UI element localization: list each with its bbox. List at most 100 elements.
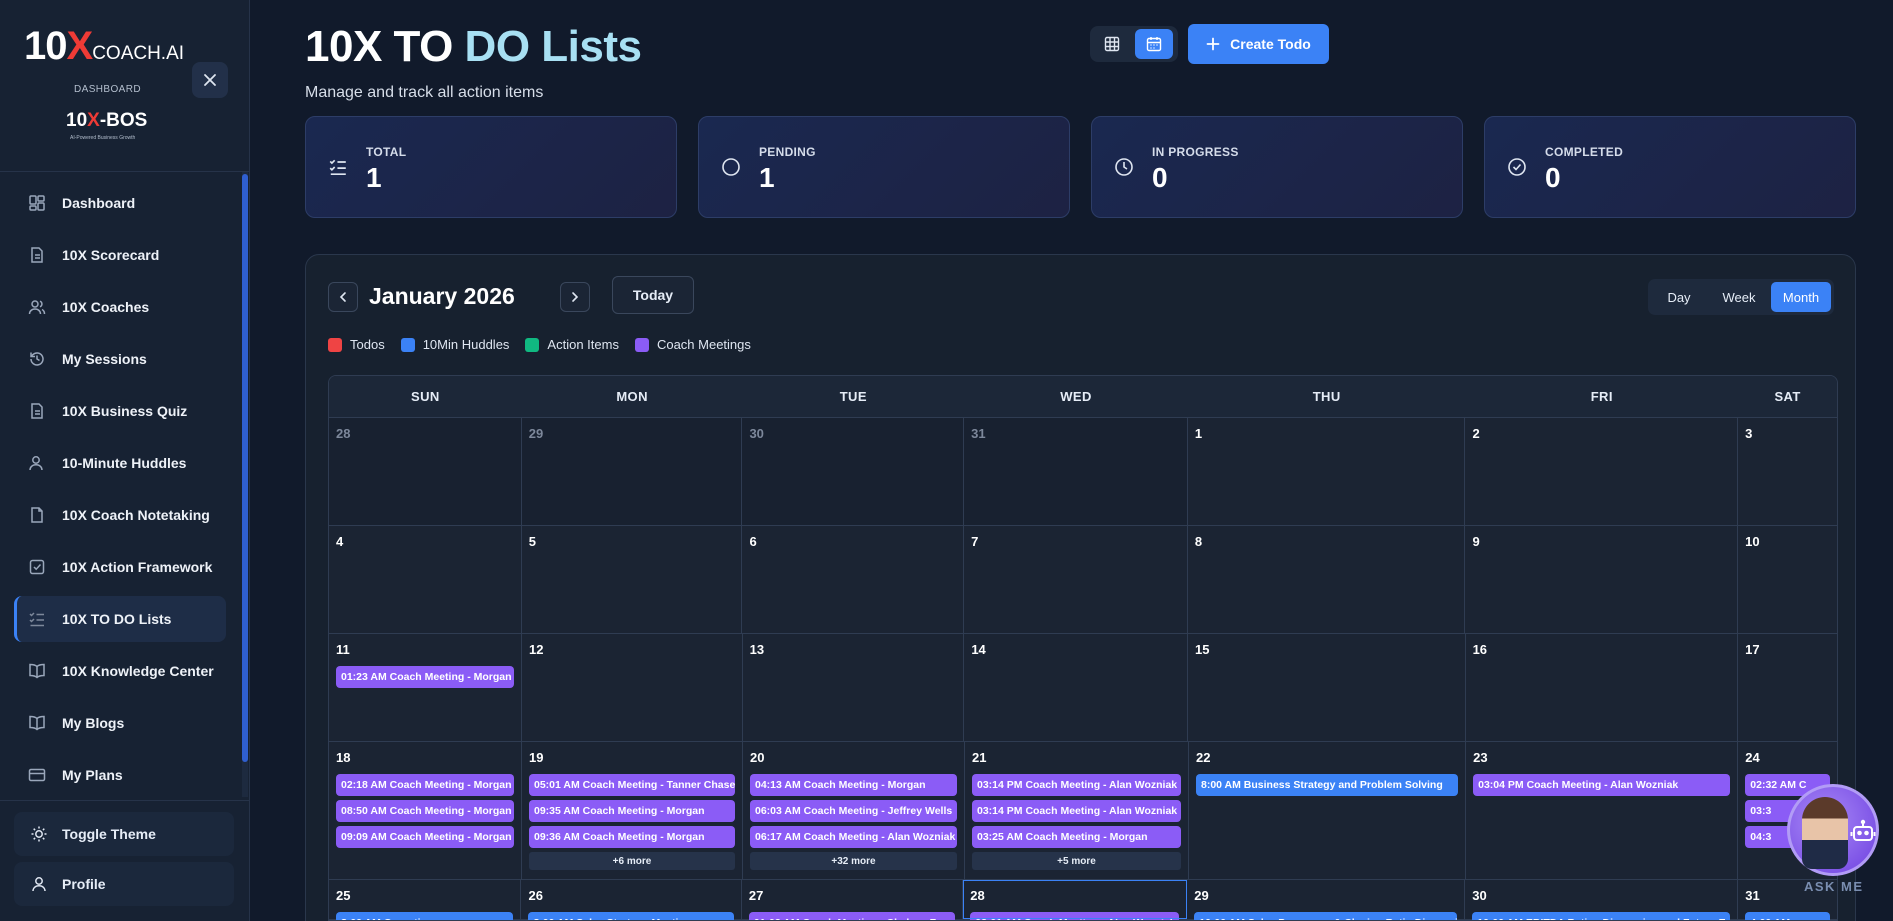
- calendar-day-cell[interactable]: 1: [1187, 418, 1466, 525]
- calendar-event[interactable]: 01:23 AM Coach Meeting - Morgan: [336, 666, 514, 688]
- range-month-button[interactable]: Month: [1771, 282, 1831, 312]
- calendar-day-cell[interactable]: 22 8:00 AM Business Strategy and Problem …: [1189, 742, 1467, 879]
- calendar-day-cell[interactable]: 5: [521, 526, 743, 633]
- calendar-day-cell[interactable]: 13: [742, 634, 965, 741]
- calendar-event[interactable]: 09:35 AM Coach Meeting - Morgan: [529, 800, 735, 822]
- calendar-event[interactable]: 01:03 AM Coach Meeting - Chelsea Fox: [748, 912, 956, 920]
- calendar-day-cell[interactable]: 28: [329, 418, 522, 525]
- calendar-day-cell[interactable]: 19 05:01 AM Coach Meeting - Tanner Chase 0…: [522, 742, 743, 879]
- calendar-day-cell[interactable]: 10: [1738, 526, 1837, 633]
- sidebar-item-knowledge-center[interactable]: 10X Knowledge Center: [14, 648, 226, 694]
- day-number: 8: [1194, 534, 1203, 549]
- calendar-event[interactable]: 03:14 PM Coach Meeting - Alan Wozniak: [972, 774, 1181, 796]
- bos-logo: 10X-BOS: [66, 110, 147, 132]
- calendar-event[interactable]: 8:00 AM Sales Strategy Meeting: [528, 912, 734, 920]
- calendar-day-cell[interactable]: 6: [742, 526, 965, 633]
- calendar-event[interactable]: 8:00 AM Business Strategy and Problem So…: [1196, 774, 1459, 796]
- calendar-day-cell[interactable]: 2: [1465, 418, 1739, 525]
- sidebar-item-action-framework[interactable]: 10X Action Framework: [14, 544, 226, 590]
- calendar-day-cell[interactable]: 12: [522, 634, 743, 741]
- profile-button[interactable]: Profile: [14, 862, 234, 906]
- calendar-event[interactable]: 02:18 AM Coach Meeting - Morgan: [336, 774, 514, 796]
- sidebar-item-business-quiz[interactable]: 10X Business Quiz: [14, 388, 226, 434]
- calendar-day-cell[interactable]: 29: [521, 418, 743, 525]
- grid-view-button[interactable]: [1093, 29, 1131, 59]
- calendar-event[interactable]: 09:09 AM Coach Meeting - Morgan: [336, 826, 514, 848]
- calendar-day-cell[interactable]: 30 10:00 AM EBITDA Ratios Discussion and …: [1465, 880, 1739, 920]
- range-week-button[interactable]: Week: [1722, 289, 1756, 305]
- calendar-event[interactable]: 8:00 AM Operations: [336, 912, 514, 920]
- legend-item: Action Items: [525, 337, 619, 352]
- range-day-button[interactable]: Day: [1667, 289, 1691, 305]
- calendar-day-cell[interactable]: 3: [1738, 418, 1837, 525]
- circle-icon: [722, 158, 740, 176]
- calendar-day-cell[interactable]: 31: [964, 418, 1188, 525]
- more-events-link[interactable]: +5 more: [972, 852, 1181, 870]
- sidebar-item-blogs[interactable]: My Blogs: [14, 700, 226, 746]
- month-title: January 2026: [369, 283, 515, 309]
- calendar-event[interactable]: 04:13 AM Coach Meeting - Morgan: [750, 774, 957, 796]
- calendar-event[interactable]: 4:00 AM: [1745, 912, 1830, 920]
- calendar-day-cell[interactable]: 26 8:00 AM Sales Strategy Meeting: [521, 880, 742, 920]
- calendar-day-cell[interactable]: 8: [1187, 526, 1466, 633]
- day-number: 31: [1745, 888, 1760, 903]
- assistant-avatar: [1802, 797, 1848, 869]
- calendar-day-cell[interactable]: 18 02:18 AM Coach Meeting - Morgan 08:50 A…: [329, 742, 522, 879]
- sidebar-item-coaches[interactable]: 10X Coaches: [14, 284, 226, 330]
- sidebar-item-scorecard[interactable]: 10X Scorecard: [14, 232, 226, 278]
- calendar-event[interactable]: 06:03 AM Coach Meeting - Jeffrey Wells: [750, 800, 957, 822]
- sidebar-item-plans[interactable]: My Plans: [14, 752, 226, 798]
- calendar-day-cell[interactable]: 15: [1187, 634, 1466, 741]
- create-todo-button[interactable]: Create Todo: [1188, 24, 1329, 64]
- calendar-event[interactable]: 10:00 AM Sales Processes & Closing Ratio…: [1194, 912, 1458, 920]
- calendar-day-cell[interactable]: 4: [329, 526, 522, 633]
- prev-month-button[interactable]: [328, 282, 358, 312]
- calendar-grid: SUN MON TUE WED THU FRI SAT 28 29 30 31 1 2 3 4 5 6 7 8 9 10…: [328, 375, 1838, 921]
- next-month-button[interactable]: [560, 282, 590, 312]
- calendar-day-cell[interactable]: 16: [1465, 634, 1739, 741]
- more-events-link[interactable]: +6 more: [529, 852, 735, 870]
- calendar-day-cell[interactable]: 21 03:14 PM Coach Meeting - Alan Wozniak 0…: [965, 742, 1189, 879]
- calendar-view-button[interactable]: [1135, 29, 1173, 59]
- calendar-event[interactable]: 09:36 AM Coach Meeting - Morgan: [529, 826, 735, 848]
- sidebar-item-dashboard[interactable]: Dashboard: [14, 180, 226, 226]
- calendar-day-cell[interactable]: 28 02:01 AM Coach Meeting - Alan Wozniak: [963, 880, 1188, 920]
- more-events-link[interactable]: +32 more: [750, 852, 957, 870]
- calendar-event[interactable]: 08:50 AM Coach Meeting - Morgan: [336, 800, 514, 822]
- calendar-event[interactable]: 05:01 AM Coach Meeting - Tanner Chase: [529, 774, 735, 796]
- calendar-day-cell[interactable]: 31 4:00 AM: [1738, 880, 1837, 920]
- toggle-theme-button[interactable]: Toggle Theme: [14, 812, 234, 856]
- calendar-day-cell[interactable]: 25 8:00 AM Operations: [329, 880, 522, 920]
- calendar-day-cell[interactable]: 23 03:04 PM Coach Meeting - Alan Wozniak: [1466, 742, 1739, 879]
- day-number: 31: [971, 426, 986, 441]
- sidebar-item-sessions[interactable]: My Sessions: [14, 336, 226, 382]
- day-number: 6: [749, 534, 757, 549]
- day-number: 9: [1472, 534, 1480, 549]
- legend-swatch: [328, 337, 342, 352]
- calendar-event[interactable]: 06:17 AM Coach Meeting - Alan Wozniak: [750, 826, 957, 848]
- calendar-day-cell[interactable]: 7: [964, 526, 1188, 633]
- sidebar-scrollbar[interactable]: [242, 172, 248, 797]
- calendar-day-cell[interactable]: 11 01:23 AM Coach Meeting - Morgan: [329, 634, 522, 741]
- calendar-day-cell[interactable]: 29 10:00 AM Sales Processes & Closing Rat…: [1187, 880, 1466, 920]
- calendar-event[interactable]: 02:01 AM Coach Meeting - Alan Wozniak: [970, 912, 1180, 920]
- sidebar-item-notetaking[interactable]: 10X Coach Notetaking: [14, 492, 226, 538]
- calendar-event[interactable]: 03:14 PM Coach Meeting - Alan Wozniak: [972, 800, 1181, 822]
- calendar-day-cell[interactable]: 27 01:03 AM Coach Meeting - Chelsea Fox: [741, 880, 964, 920]
- calendar-event[interactable]: 10:00 AM EBITDA Ratios Discussion and Fu…: [1472, 912, 1731, 920]
- calendar-event[interactable]: 03:25 AM Coach Meeting - Morgan: [972, 826, 1181, 848]
- calendar-day-cell[interactable]: 9: [1465, 526, 1739, 633]
- calendar-day-cell[interactable]: 17: [1738, 634, 1837, 741]
- sidebar-item-huddles[interactable]: 10-Minute Huddles: [14, 440, 226, 486]
- calendar-event[interactable]: 03:04 PM Coach Meeting - Alan Wozniak: [1473, 774, 1731, 796]
- close-sidebar-button[interactable]: [192, 62, 228, 98]
- calendar-day-cell[interactable]: 20 04:13 AM Coach Meeting - Morgan 06:03 A…: [743, 742, 965, 879]
- ask-me-assistant-button[interactable]: [1787, 784, 1879, 876]
- day-number: 11: [336, 642, 350, 657]
- calendar-day-cell[interactable]: 14: [964, 634, 1188, 741]
- sidebar-scroll-thumb[interactable]: [242, 174, 248, 762]
- today-button[interactable]: Today: [612, 276, 694, 314]
- calendar-day-cell[interactable]: 30: [742, 418, 965, 525]
- logo[interactable]: 10XCOACH.AI: [24, 24, 184, 69]
- sidebar-item-todo-lists[interactable]: 10X TO DO Lists: [14, 596, 226, 642]
